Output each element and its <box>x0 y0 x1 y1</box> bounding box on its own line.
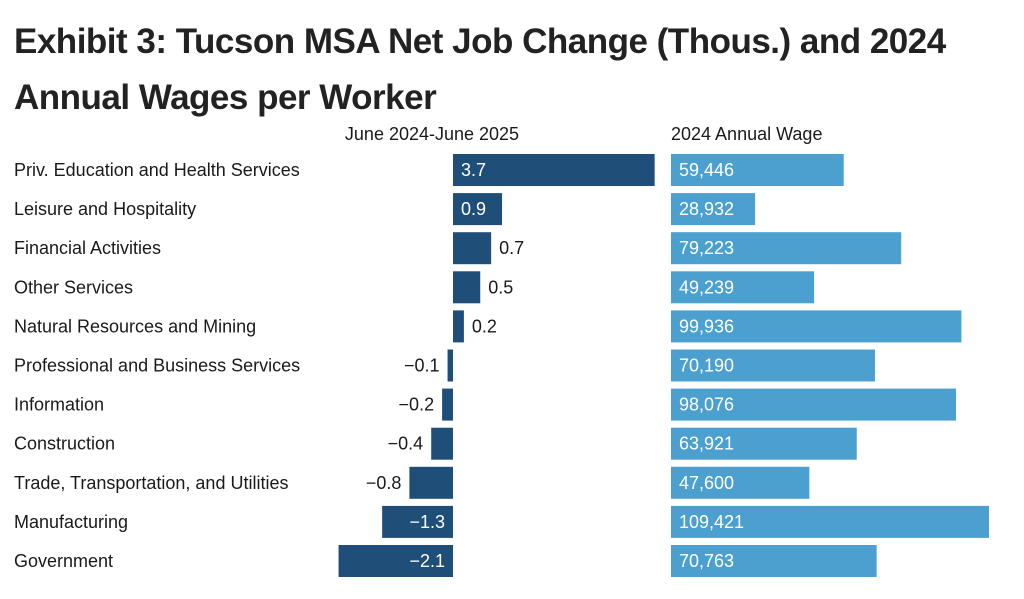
wage-label: 79,223 <box>679 238 734 258</box>
wage-bar <box>671 154 844 186</box>
wage-bar <box>671 545 877 577</box>
job-change-bar <box>453 310 464 343</box>
category-label: Government <box>14 551 113 571</box>
wage-label: 70,190 <box>679 356 734 376</box>
category-label: Manufacturing <box>14 512 128 532</box>
wage-bar <box>671 193 756 226</box>
job-change-label: 3.7 <box>461 160 486 180</box>
wage-header: 2024 Annual Wage <box>671 124 822 144</box>
category-label: Trade, Transportation, and Utilities <box>14 473 288 493</box>
job-change-bar <box>453 232 492 265</box>
category-label: Construction <box>14 434 115 454</box>
wage-bar <box>671 310 962 343</box>
category-label: Priv. Education and Health Services <box>14 160 300 180</box>
wage-bar <box>671 505 989 538</box>
job-change-label: −0.2 <box>399 395 435 415</box>
wage-label: 47,600 <box>679 473 734 493</box>
job-change-label: −2.1 <box>409 551 445 571</box>
job-change-label: 0.7 <box>499 238 524 258</box>
wage-label: 70,763 <box>679 551 734 571</box>
wage-label: 98,076 <box>679 395 734 415</box>
job-change-bar <box>453 193 503 226</box>
category-label: Financial Activities <box>14 238 161 258</box>
job-change-bar <box>442 388 453 421</box>
job-change-label: −0.4 <box>388 434 424 454</box>
wage-label: 28,932 <box>679 199 734 219</box>
wage-bar <box>671 271 815 304</box>
category-label: Other Services <box>14 277 133 297</box>
job-change-bar <box>382 505 453 538</box>
chart-rows: Priv. Education and Health Services 3.7 59… <box>14 154 989 577</box>
job-change-bar <box>447 349 453 382</box>
wage-bar <box>671 466 810 499</box>
wage-label: 49,239 <box>679 277 734 297</box>
job-change-label: −0.8 <box>366 473 402 493</box>
job-change-bar <box>431 427 453 460</box>
wage-bar <box>671 388 957 421</box>
wage-label: 99,936 <box>679 316 734 336</box>
job-change-label: −1.3 <box>409 512 445 532</box>
wage-bar <box>671 427 857 460</box>
wage-label: 59,446 <box>679 160 734 180</box>
chart-title: Exhibit 3: Tucson MSA Net Job Change (Th… <box>14 22 946 117</box>
job-change-label: −0.1 <box>404 356 440 376</box>
job-change-bar <box>409 466 453 499</box>
job-change-bar <box>453 271 481 304</box>
category-label: Leisure and Hospitality <box>14 199 196 219</box>
job-change-bar <box>453 154 655 186</box>
job-change-label: 0.9 <box>461 199 486 219</box>
wage-label: 109,421 <box>679 512 744 532</box>
job-change-header: June 2024-June 2025 <box>345 124 519 144</box>
category-label: Information <box>14 395 104 415</box>
job-change-label: 0.5 <box>488 277 513 297</box>
wage-bar <box>671 349 875 382</box>
wage-bar <box>671 232 902 265</box>
category-label: Professional and Business Services <box>14 356 300 376</box>
wage-label: 63,921 <box>679 434 734 454</box>
category-label: Natural Resources and Mining <box>14 316 256 336</box>
job-change-label: 0.2 <box>472 316 497 336</box>
job-change-bar <box>338 545 453 577</box>
